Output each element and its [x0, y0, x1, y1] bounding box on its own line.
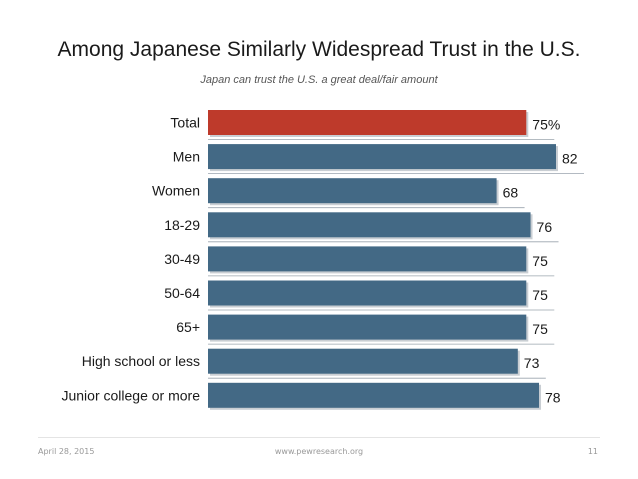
bar-junior-college-or-more — [208, 382, 540, 408]
footer-divider — [38, 437, 600, 438]
bar-50-64 — [208, 280, 527, 306]
category-label-men: Men — [173, 149, 200, 165]
value-label-18-29: 76 — [537, 219, 553, 235]
value-label-women: 68 — [503, 185, 519, 201]
category-label-junior-college-or-more: Junior college or more — [61, 387, 200, 403]
category-label-30-49: 30-49 — [164, 251, 200, 267]
bar-chart: Total 75% Men 82 Women 68 18-29 76 30-49 75 50-64 7… — [61, 110, 584, 410]
bar-30-49 — [208, 246, 527, 272]
value-label-total: 75% — [532, 117, 560, 133]
chart-subtitle: Japan can trust the U.S. a great deal/fa… — [200, 74, 438, 86]
value-label-50-64: 75 — [532, 287, 548, 303]
bar-65 — [208, 314, 527, 340]
category-label-total: Total — [170, 115, 200, 131]
value-label-65: 75 — [532, 321, 548, 337]
bar-women — [208, 178, 497, 204]
category-label-50-64: 50-64 — [164, 285, 200, 301]
footer-url[interactable]: www.pewresearch.org — [274, 447, 364, 456]
value-label-30-49: 75 — [532, 253, 548, 269]
chart-title: Among Japanese Similarly Widespread Trus… — [57, 38, 581, 61]
bar-high-school-or-less — [208, 348, 518, 374]
value-label-men: 82 — [562, 151, 578, 167]
bar-18-29 — [208, 212, 531, 238]
value-label-junior-college-or-more: 78 — [545, 389, 561, 405]
value-label-high-school-or-less: 73 — [524, 355, 540, 371]
footer-page-number: 11 — [587, 447, 598, 456]
category-label-65: 65+ — [176, 319, 200, 335]
bar-total — [208, 110, 527, 135]
footer-date: April 28, 2015 — [38, 447, 95, 456]
category-label-high-school-or-less: High school or less — [82, 353, 200, 369]
category-label-18-29: 18-29 — [164, 217, 200, 233]
category-label-women: Women — [152, 183, 200, 199]
bar-men — [208, 144, 556, 170]
